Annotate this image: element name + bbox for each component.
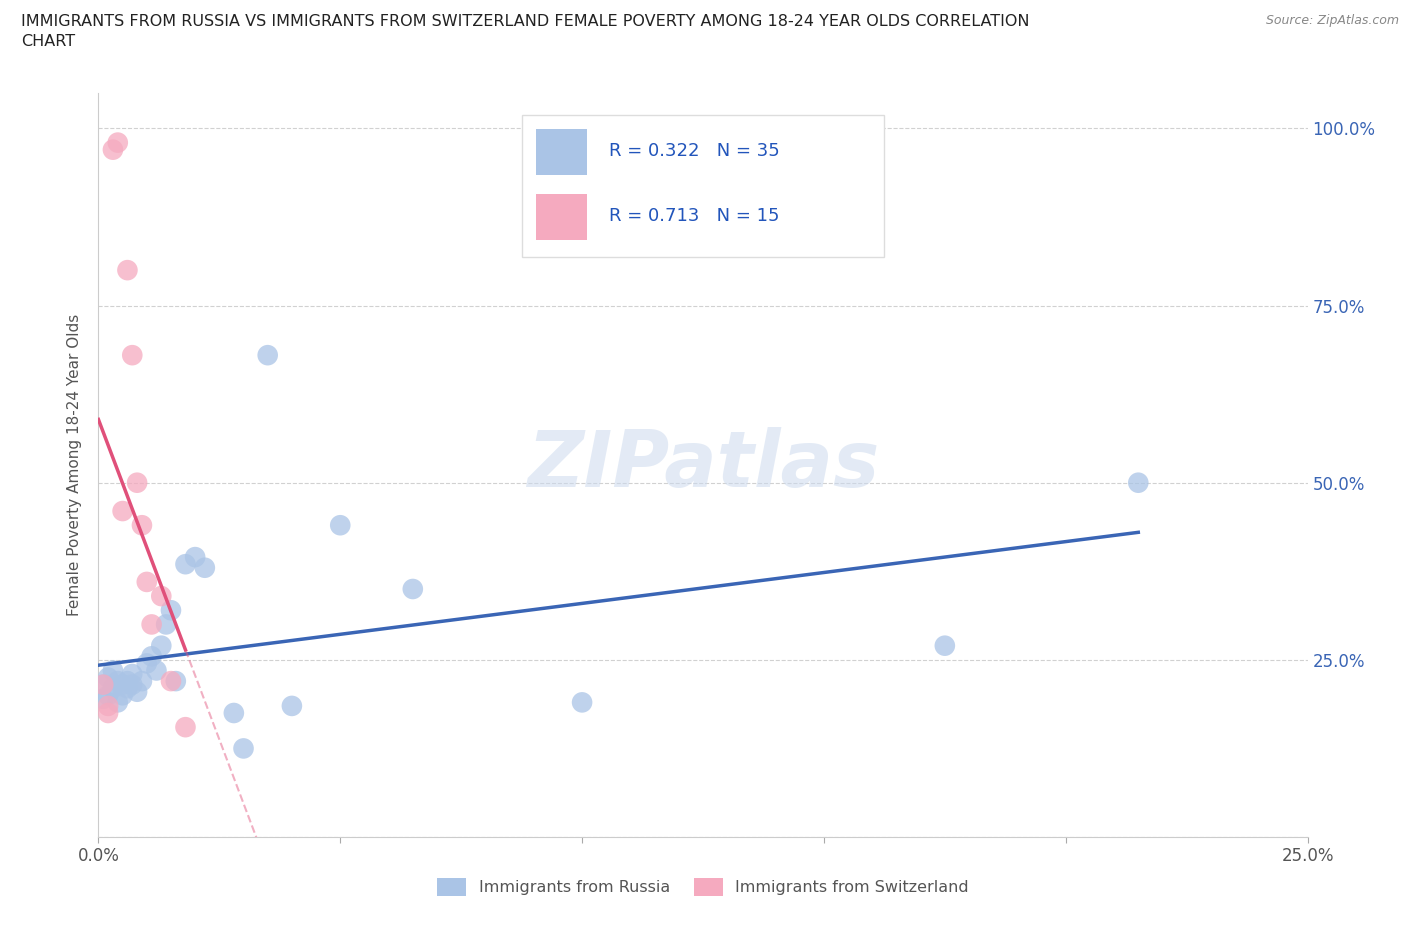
Point xyxy=(222,706,245,721)
Point xyxy=(160,603,183,618)
Y-axis label: Female Poverty Among 18-24 Year Olds: Female Poverty Among 18-24 Year Olds xyxy=(67,314,83,617)
Point xyxy=(111,504,134,519)
Point xyxy=(91,691,114,706)
Point xyxy=(111,677,134,692)
Point xyxy=(91,677,114,692)
Point xyxy=(141,649,163,664)
Point xyxy=(121,348,143,363)
Point xyxy=(101,142,124,157)
Point xyxy=(117,262,139,277)
Point xyxy=(150,638,173,653)
Point xyxy=(97,698,120,713)
Point xyxy=(107,673,129,688)
Point xyxy=(91,677,114,692)
Point xyxy=(155,617,177,631)
Point xyxy=(117,673,139,688)
Point xyxy=(150,589,173,604)
Point xyxy=(232,741,254,756)
Point xyxy=(160,673,183,688)
Point xyxy=(97,706,120,721)
Point xyxy=(117,681,139,696)
Point xyxy=(184,550,207,565)
Point xyxy=(107,695,129,710)
Point xyxy=(174,720,197,735)
Point xyxy=(281,698,304,713)
Point xyxy=(101,663,124,678)
Point xyxy=(131,518,153,533)
Text: ZIPatlas: ZIPatlas xyxy=(527,427,879,503)
Point xyxy=(934,638,956,653)
Point xyxy=(1128,475,1150,490)
Text: IMMIGRANTS FROM RUSSIA VS IMMIGRANTS FROM SWITZERLAND FEMALE POVERTY AMONG 18-24: IMMIGRANTS FROM RUSSIA VS IMMIGRANTS FRO… xyxy=(21,14,1029,29)
Point xyxy=(107,135,129,150)
Point xyxy=(135,656,157,671)
Point xyxy=(121,677,143,692)
Point xyxy=(101,681,124,696)
Point xyxy=(111,688,134,703)
Point xyxy=(194,560,217,575)
Point xyxy=(329,518,352,533)
Point xyxy=(145,663,167,678)
Text: Source: ZipAtlas.com: Source: ZipAtlas.com xyxy=(1265,14,1399,27)
Point xyxy=(127,684,149,699)
Legend: Immigrants from Russia, Immigrants from Switzerland: Immigrants from Russia, Immigrants from … xyxy=(437,878,969,896)
Point xyxy=(174,557,197,572)
Point xyxy=(127,475,149,490)
Point xyxy=(135,575,157,590)
Point xyxy=(121,667,143,682)
Point xyxy=(97,688,120,703)
Point xyxy=(256,348,278,363)
Point xyxy=(402,581,425,596)
Point xyxy=(141,617,163,631)
Point xyxy=(131,673,153,688)
Point xyxy=(97,671,120,685)
Point xyxy=(165,673,187,688)
Text: CHART: CHART xyxy=(21,34,75,49)
Point xyxy=(571,695,593,710)
